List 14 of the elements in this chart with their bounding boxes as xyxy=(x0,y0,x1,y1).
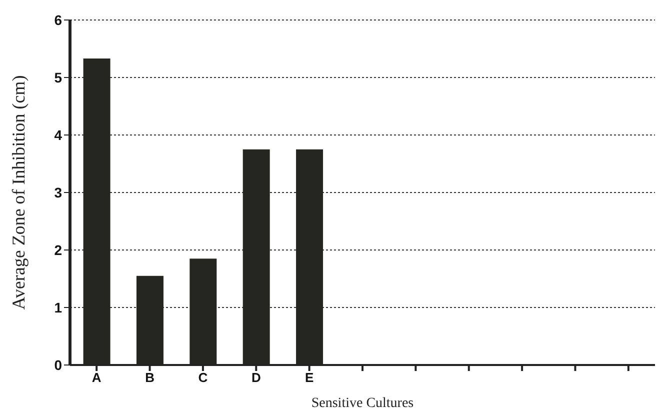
y-tick-label: 1 xyxy=(54,299,62,316)
y-tick-label: 4 xyxy=(54,126,62,143)
y-tick-label: 6 xyxy=(54,12,62,28)
x-tick-label: C xyxy=(198,370,208,386)
y-tick-label: 5 xyxy=(54,69,62,86)
y-axis-title: Average Zone of Inhibition (cm) xyxy=(8,75,28,310)
x-tick-label: B xyxy=(145,370,154,386)
x-tick-label: A xyxy=(92,370,102,386)
x-tick-label: D xyxy=(251,370,261,386)
y-tick-label: 0 xyxy=(54,356,62,373)
x-tick-label: E xyxy=(304,370,314,386)
y-tick-label: 3 xyxy=(54,184,62,200)
y-tick-label: 2 xyxy=(54,242,62,258)
x-axis-title: Sensitive Cultures xyxy=(311,396,414,411)
